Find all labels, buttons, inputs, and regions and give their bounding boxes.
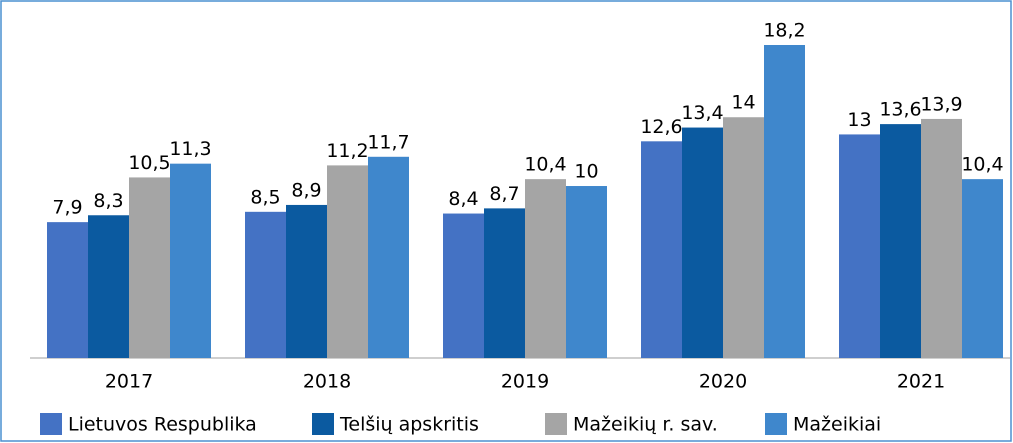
legend-swatch <box>545 413 567 435</box>
legend-label: Mažeikiai <box>793 414 881 436</box>
bar <box>443 213 484 358</box>
x-tick-label: 2018 <box>303 371 351 393</box>
bar <box>286 204 327 358</box>
data-label: 13,6 <box>879 99 921 121</box>
bar <box>682 127 723 358</box>
data-label: 7,9 <box>52 197 82 219</box>
bar <box>129 177 170 358</box>
legend-label: Lietuvos Respublika <box>68 414 257 436</box>
data-label: 13,9 <box>920 93 962 115</box>
data-label: 8,3 <box>93 190 123 212</box>
data-label: 13 <box>847 109 871 131</box>
data-label: 8,5 <box>250 186 280 208</box>
legend-label: Telšių apskritis <box>339 414 479 436</box>
data-label: 8,4 <box>448 188 478 210</box>
bar <box>525 179 566 358</box>
data-label: 10,5 <box>128 152 170 174</box>
data-label: 10 <box>574 161 598 183</box>
legend-swatch <box>40 413 62 435</box>
bar <box>839 134 880 358</box>
bar <box>484 208 525 358</box>
data-label: 14 <box>731 92 755 114</box>
bar <box>368 156 409 358</box>
bar <box>327 165 368 358</box>
x-tick-label: 2019 <box>501 371 549 393</box>
x-tick-label: 2017 <box>105 371 153 393</box>
bar <box>921 118 962 358</box>
bar <box>245 211 286 358</box>
bar <box>88 215 129 358</box>
legend-label: Mažeikių r. sav. <box>573 414 718 436</box>
data-label: 11,7 <box>367 131 409 153</box>
data-label: 8,7 <box>489 183 519 205</box>
data-label: 11,2 <box>326 140 368 162</box>
x-tick-label: 2020 <box>699 371 747 393</box>
legend-swatch <box>765 413 787 435</box>
data-label: 12,6 <box>640 116 682 138</box>
data-label: 11,3 <box>169 138 211 160</box>
bar <box>962 179 1003 358</box>
data-label: 13,4 <box>681 102 723 124</box>
x-tick-label: 2021 <box>897 371 945 393</box>
bar <box>880 124 921 358</box>
data-label: 8,9 <box>291 179 321 201</box>
data-label: 10,4 <box>524 154 566 176</box>
legend-swatch <box>312 413 334 435</box>
bar <box>723 117 764 358</box>
data-label: 10,4 <box>961 154 1003 176</box>
bar <box>47 222 88 358</box>
bar <box>641 141 682 358</box>
bar <box>566 186 607 358</box>
data-label: 18,2 <box>763 20 805 42</box>
bar <box>170 163 211 358</box>
bar <box>764 45 805 358</box>
